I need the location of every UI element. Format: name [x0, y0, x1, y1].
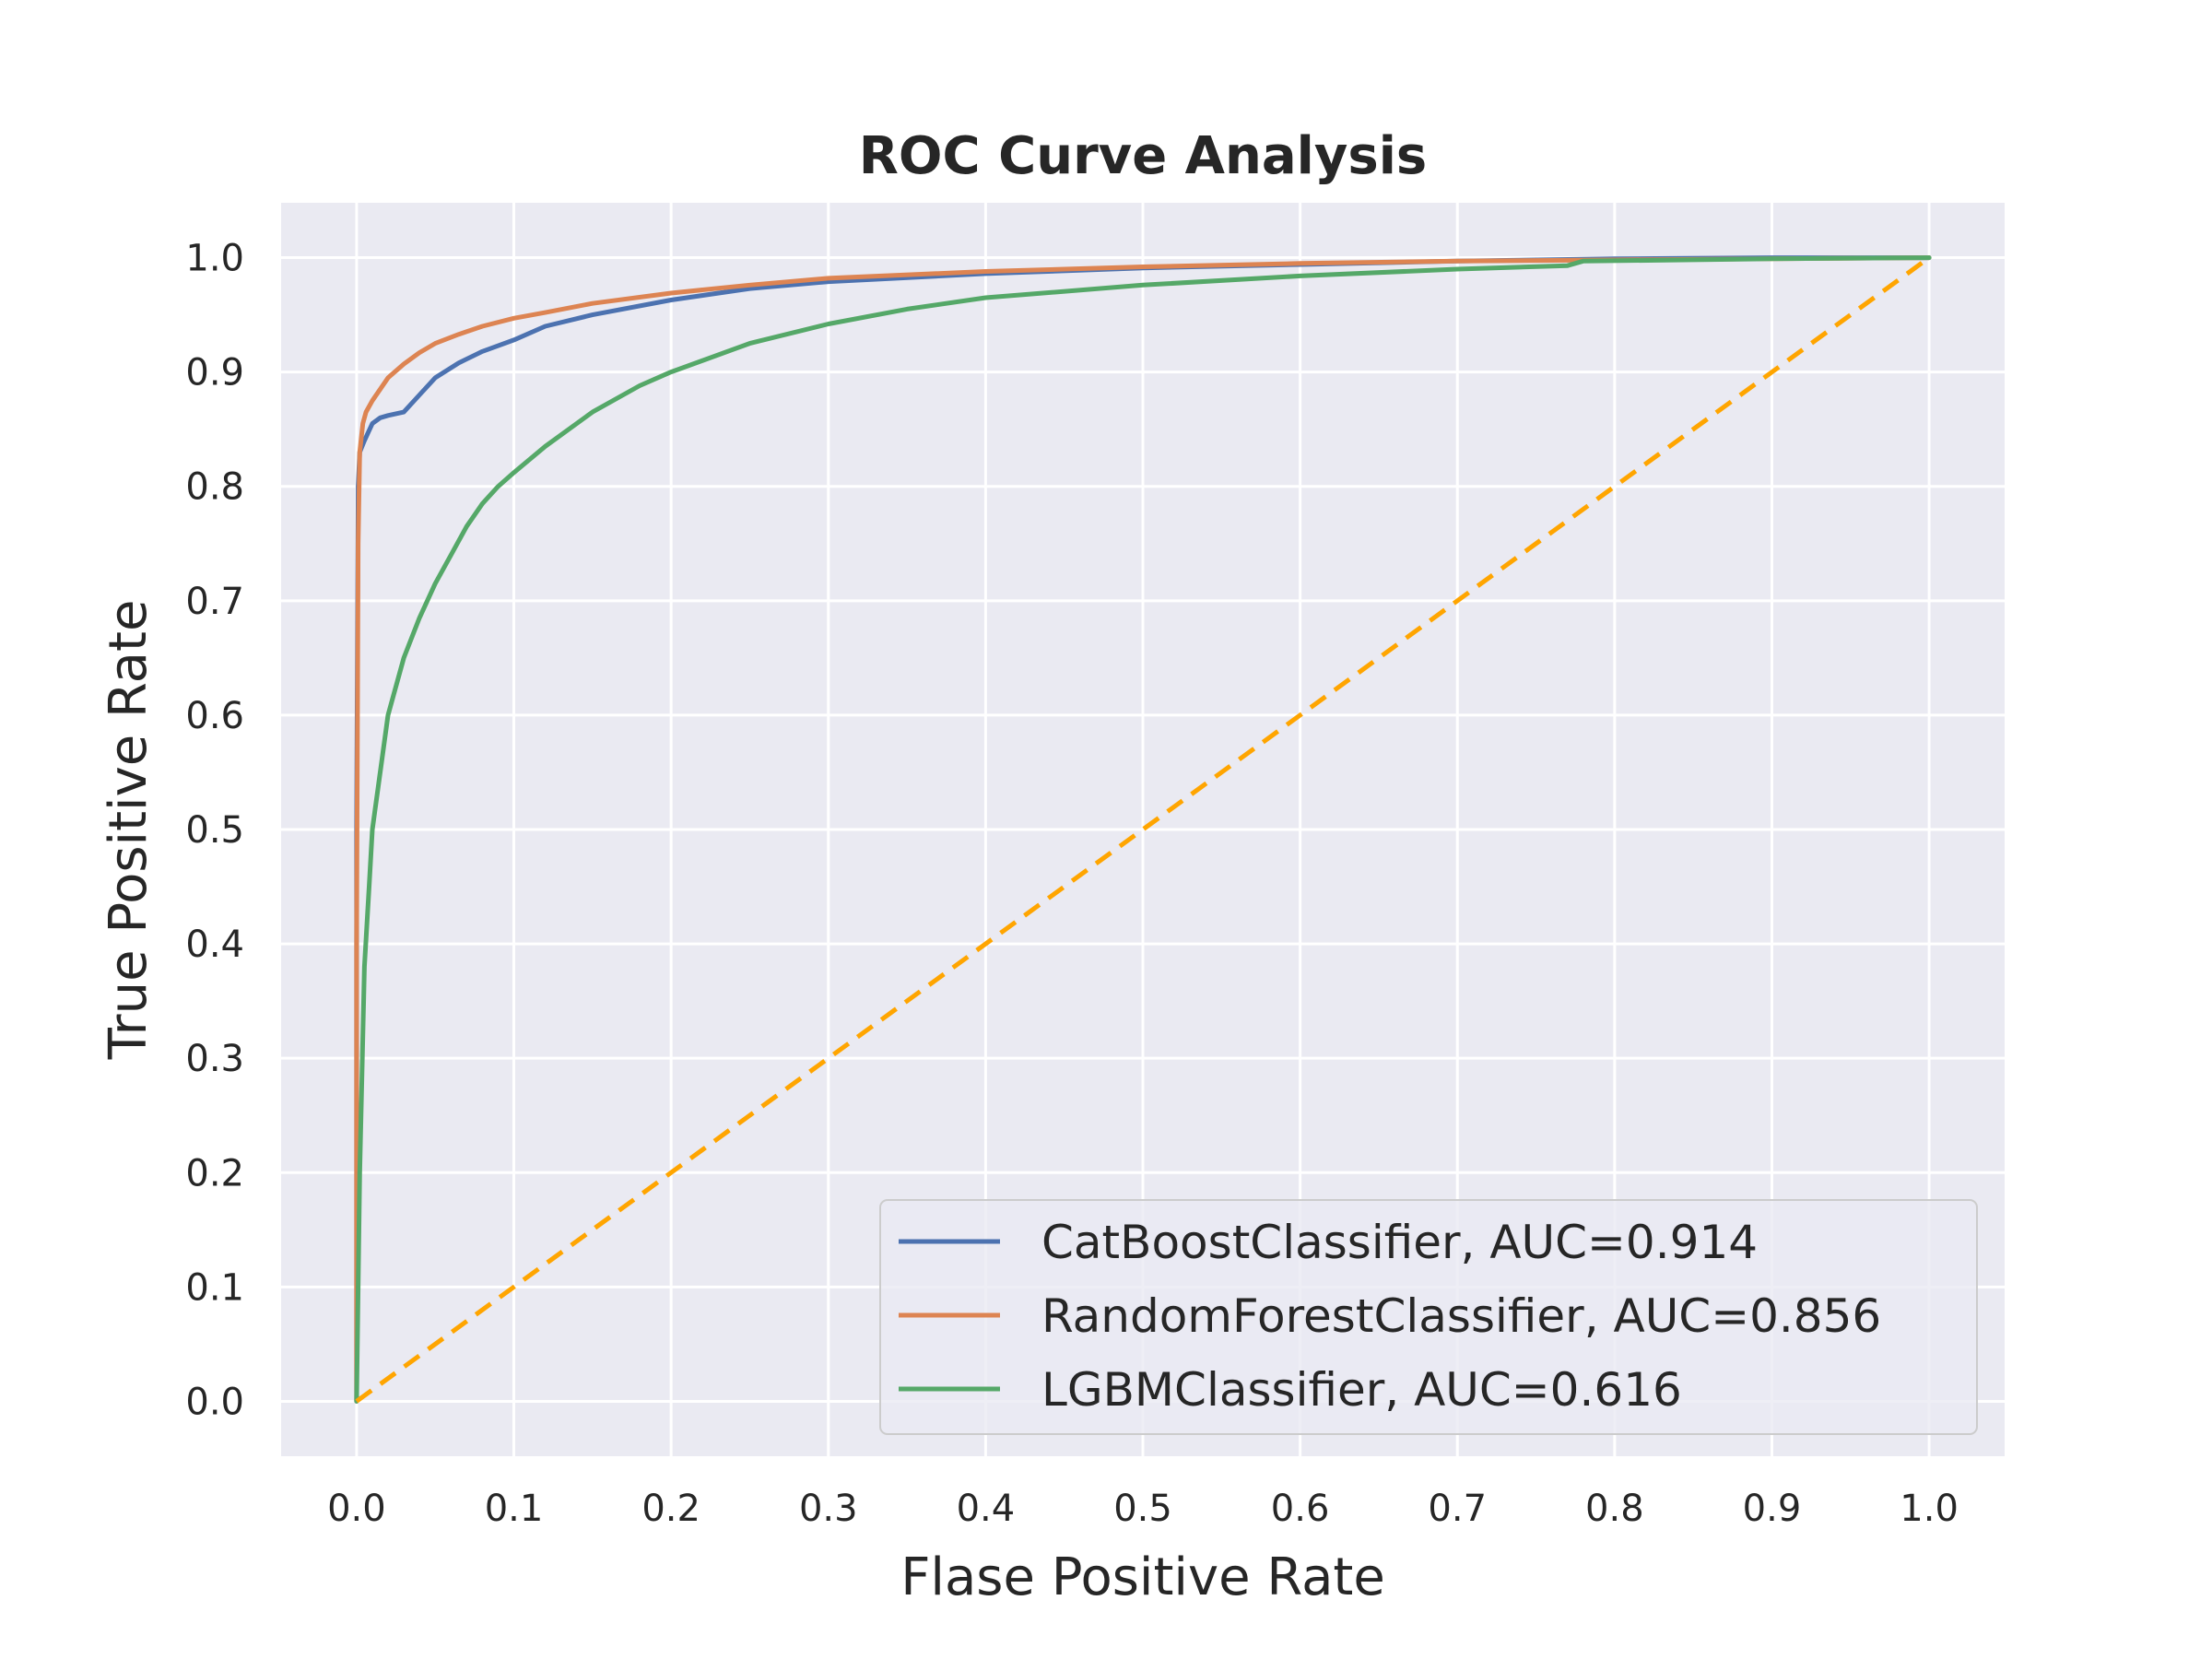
x-tick-label: 0.6 [1271, 1488, 1330, 1530]
x-tick-label: 0.0 [327, 1488, 386, 1530]
y-axis-ticks: 0.0 0.1 0.2 0.3 0.4 0.5 0.6 0.7 0.8 0.9 1.0 [185, 238, 244, 1424]
legend-label-lgbm: LGBMClassifier, AUC=0.616 [1041, 1363, 1682, 1417]
y-tick-label: 0.5 [185, 809, 244, 852]
y-tick-label: 0.6 [185, 695, 244, 737]
y-tick-label: 0.1 [185, 1266, 244, 1309]
legend: CatBoostClassifier, AUC=0.914 RandomFore… [879, 1199, 1978, 1435]
chart-title: ROC Curve Analysis [859, 126, 1427, 186]
x-tick-label: 1.0 [1900, 1488, 1959, 1530]
x-axis-label: Flase Positive Rate [900, 1547, 1385, 1607]
x-tick-label: 0.8 [1585, 1488, 1644, 1530]
y-tick-label: 0.8 [185, 466, 244, 509]
series-line-lgbm [354, 255, 1932, 1404]
series-line-randomforest [354, 255, 1932, 1404]
y-tick-label: 0.4 [185, 924, 244, 966]
y-tick-label: 0.3 [185, 1038, 244, 1080]
x-tick-label: 0.4 [957, 1488, 1016, 1530]
series-lines [354, 255, 1932, 1404]
x-tick-label: 0.3 [799, 1488, 858, 1530]
y-tick-label: 0.0 [185, 1381, 244, 1423]
y-tick-label: 0.7 [185, 581, 244, 623]
y-tick-label: 0.2 [185, 1152, 244, 1194]
legend-label-catboost: CatBoostClassifier, AUC=0.914 [1041, 1216, 1758, 1269]
x-tick-label: 0.1 [485, 1488, 544, 1530]
x-tick-label: 0.7 [1428, 1488, 1487, 1530]
legend-label-randomforest: RandomForestClassifier, AUC=0.856 [1041, 1289, 1881, 1343]
y-axis-label: True Positive Rate [99, 600, 159, 1061]
x-tick-label: 0.9 [1743, 1488, 1802, 1530]
y-tick-label: 1.0 [185, 238, 244, 280]
x-tick-label: 0.5 [1113, 1488, 1172, 1530]
x-axis-ticks: 0.0 0.1 0.2 0.3 0.4 0.5 0.6 0.7 0.8 0.9 1.0 [327, 1488, 1959, 1530]
legend-box [879, 1199, 1978, 1435]
x-tick-label: 0.2 [641, 1488, 700, 1530]
y-tick-label: 0.9 [185, 352, 244, 394]
